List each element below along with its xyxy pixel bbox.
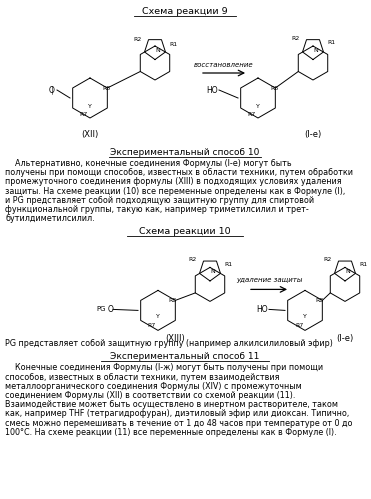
- Text: R1: R1: [327, 40, 335, 45]
- Text: R2: R2: [292, 36, 300, 41]
- Text: N: N: [346, 269, 350, 274]
- Text: способов, известных в области техники, путем взаимодействия: способов, известных в области техники, п…: [5, 373, 279, 382]
- Text: (I-е): (I-е): [304, 130, 322, 139]
- Text: Схема реакции 9: Схема реакции 9: [142, 7, 228, 16]
- Text: R2: R2: [189, 257, 197, 262]
- Text: Альтернативно, конечные соединения Формулы (I-е) могут быть: Альтернативно, конечные соединения Форму…: [5, 159, 292, 168]
- Text: N: N: [211, 269, 216, 274]
- Text: соединением Формулы (XII) в соответствии со схемой реакции (11).: соединением Формулы (XII) в соответствии…: [5, 391, 295, 400]
- Text: (I-е): (I-е): [336, 334, 354, 343]
- Text: R8: R8: [168, 298, 176, 303]
- Text: и PG представляет собой подходящую защитную группу для спиртовой: и PG представляет собой подходящую защит…: [5, 196, 314, 205]
- Text: удаление защиты: удаление защиты: [236, 277, 302, 283]
- Text: R7: R7: [295, 323, 303, 328]
- Text: как, например THF (тетрагидрофуран), диэтиловый эфир или диоксан. Типично,: как, например THF (тетрагидрофуран), диэ…: [5, 409, 349, 418]
- Text: Конечные соединения Формулы (I-ж) могут быть получены при помощи: Конечные соединения Формулы (I-ж) могут …: [5, 363, 323, 372]
- Text: O: O: [49, 85, 55, 94]
- Text: смесь можно перемешивать в течение от 1 до 48 часов при температуре от 0 до: смесь можно перемешивать в течение от 1 …: [5, 419, 352, 428]
- Text: R1: R1: [224, 261, 232, 266]
- Text: R1: R1: [169, 41, 177, 46]
- Text: (XII): (XII): [81, 130, 99, 139]
- Text: HO: HO: [256, 305, 268, 314]
- Text: N: N: [313, 48, 318, 53]
- Text: HO: HO: [206, 85, 218, 94]
- Text: R1: R1: [359, 261, 367, 266]
- Text: функциональной группы, такую как, например триметилсилил и трет-: функциональной группы, такую как, наприм…: [5, 205, 309, 214]
- Text: промежуточного соединения формулы (XIII) в подходящих условиях удаления: промежуточного соединения формулы (XIII)…: [5, 178, 342, 187]
- Text: Y: Y: [88, 104, 92, 109]
- Text: PG: PG: [96, 306, 106, 312]
- Text: 100°C. На схеме реакции (11) все переменные определены как в Формуле (I).: 100°C. На схеме реакции (11) все перемен…: [5, 428, 336, 437]
- Text: Взаимодействие может быть осуществлено в инертном растворителе, таком: Взаимодействие может быть осуществлено в…: [5, 400, 338, 409]
- Text: получены при помощи способов, известных в области техники, путем обработки: получены при помощи способов, известных …: [5, 168, 353, 177]
- Text: PG представляет собой защитную группу (например алкилсилиловый эфир): PG представляет собой защитную группу (н…: [5, 339, 333, 348]
- Text: металлоорганического соединения Формулы (XIV) с промежуточным: металлоорганического соединения Формулы …: [5, 382, 302, 391]
- Text: бутилдиметилсилил.: бутилдиметилсилил.: [5, 214, 95, 223]
- Text: R2: R2: [324, 257, 332, 262]
- Text: Экспериментальный способ 11: Экспериментальный способ 11: [110, 352, 260, 361]
- Text: Экспериментальный способ 10: Экспериментальный способ 10: [110, 148, 260, 157]
- Text: R7: R7: [80, 112, 88, 117]
- Text: R8: R8: [270, 86, 278, 91]
- Text: R7: R7: [248, 112, 256, 117]
- Text: R2: R2: [134, 37, 142, 42]
- Text: Y: Y: [156, 314, 160, 319]
- Text: R8: R8: [315, 298, 323, 303]
- Text: Y: Y: [303, 314, 307, 319]
- Text: R7: R7: [148, 323, 156, 328]
- Text: Схема реакции 10: Схема реакции 10: [139, 228, 231, 237]
- Text: защиты. На схеме реакции (10) все переменные определены как в Формуле (I),: защиты. На схеме реакции (10) все переме…: [5, 187, 345, 196]
- Text: восстановление: восстановление: [194, 62, 254, 68]
- Text: N: N: [155, 48, 160, 53]
- Text: R8: R8: [102, 86, 110, 91]
- Text: (XIII): (XIII): [165, 334, 185, 343]
- Text: Y: Y: [256, 104, 260, 109]
- Text: O: O: [108, 305, 114, 314]
